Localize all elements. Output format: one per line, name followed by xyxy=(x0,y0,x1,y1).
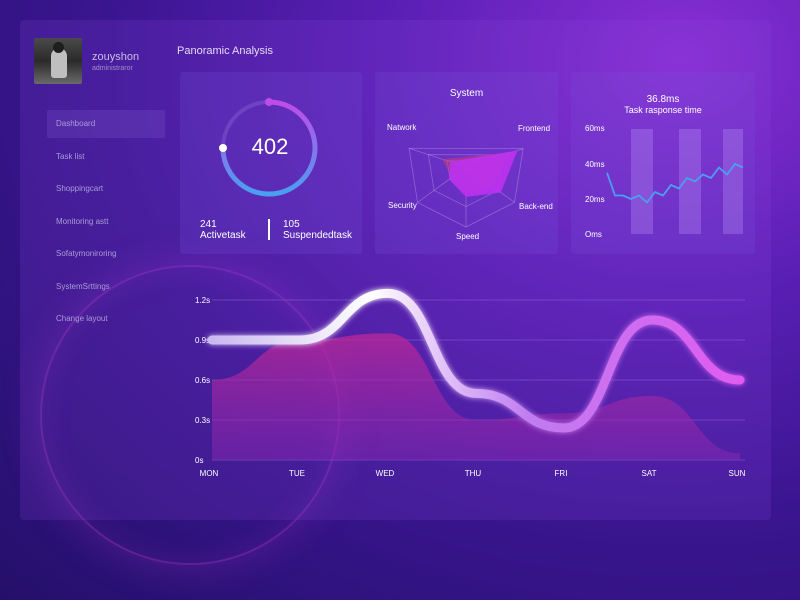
main-xtick-label: THU xyxy=(465,469,482,478)
main-ytick-label: 0.9s xyxy=(195,336,210,345)
active-task-count: 241 xyxy=(200,219,217,230)
sidebar-item-monitoring[interactable]: Monitoring astt xyxy=(56,216,109,226)
avatar-head xyxy=(53,42,64,53)
main-ytick-label: 1.2s xyxy=(195,296,210,305)
resp-ytick-20: 20ms xyxy=(585,195,605,204)
main-ytick-label: 0s xyxy=(195,456,203,465)
radar-title: System xyxy=(449,88,484,99)
gauge-progress-arc xyxy=(220,99,318,197)
sidebar-item-task-list[interactable]: Task list xyxy=(56,151,85,161)
resp-ytick-40: 40ms xyxy=(585,160,605,169)
radar-grid-ring xyxy=(408,147,524,228)
response-time-chart xyxy=(606,129,744,234)
stat-divider xyxy=(268,219,270,240)
profile-text: zouyshon administraror xyxy=(92,51,139,72)
active-task-label: Activetask xyxy=(200,230,246,241)
main-xtick-label: SAT xyxy=(642,469,657,478)
radar-label-speed: Speed xyxy=(456,232,480,241)
sidebar-item-safety-monitoring[interactable]: Sofatymoniroring xyxy=(56,249,117,258)
main-xtick-label: FRI xyxy=(555,469,568,478)
main-xtick-label: MON xyxy=(200,469,219,478)
response-time-card: 36.8ms Task rasponse time 60ms 40ms 20ms… xyxy=(571,72,755,254)
sidebar-nav: Dashboard Task list Shoppingcart Monitor… xyxy=(47,110,165,338)
main-ytick-label: 0.3s xyxy=(195,416,210,425)
response-time-title: Task rasponse time xyxy=(624,105,702,115)
username: zouyshon xyxy=(92,50,140,63)
gauge-end-dot xyxy=(219,144,227,152)
gauge-start-dot xyxy=(265,98,273,106)
gauge-value: 402 xyxy=(251,134,289,159)
radar-label-network: Natwork xyxy=(387,123,417,132)
task-gauge-card: 402 241 Activetask 105 Suspendedtask xyxy=(180,72,362,254)
stat-suspended-task: 105 Suspendedtask xyxy=(283,219,352,241)
resp-line xyxy=(606,162,744,204)
main-area-series xyxy=(212,333,740,460)
main-xtick-label: TUE xyxy=(289,469,305,478)
main-xtick-label: SUN xyxy=(729,469,746,478)
avatar-figure xyxy=(51,48,67,78)
resp-band xyxy=(631,129,653,234)
radar-label-frontend: Frontend xyxy=(518,124,551,133)
main-ytick-label: 0.6s xyxy=(195,376,210,385)
main-line-series xyxy=(207,288,745,433)
resp-band xyxy=(679,129,701,234)
radar-label-security: Security xyxy=(388,201,417,210)
resp-ytick-0: Oms xyxy=(585,230,602,239)
system-radar-card: System Frontend Back-end Speed Security … xyxy=(375,72,558,254)
main-xtick-label: WED xyxy=(376,469,395,478)
sidebar-item-system-settings[interactable]: SystemSrttings xyxy=(56,281,110,291)
avatar[interactable] xyxy=(34,38,82,84)
gauge-ring xyxy=(219,98,318,197)
radar-series-area xyxy=(449,150,518,197)
resp-band xyxy=(723,129,743,234)
radar-label-backend: Back-end xyxy=(519,202,553,211)
radar-chart xyxy=(408,147,524,228)
resp-ytick-60: 60ms xyxy=(585,124,605,133)
user-role: administraror xyxy=(92,64,133,72)
response-time-value: 36.8ms xyxy=(646,94,680,105)
suspended-task-label: Suspendedtask xyxy=(283,230,352,241)
sidebar-item-change-layout[interactable]: Change layout xyxy=(56,314,108,323)
sidebar-item-dashboard[interactable]: Dashboard xyxy=(47,110,165,138)
page-title: Panoramic Analysis xyxy=(177,45,273,57)
sidebar-item-shoppingcart[interactable]: Shoppingcart xyxy=(56,184,104,193)
user-profile: zouyshon administraror xyxy=(34,38,139,84)
stat-active-task: 241 Activetask xyxy=(200,219,246,241)
suspended-task-count: 105 xyxy=(283,219,300,230)
